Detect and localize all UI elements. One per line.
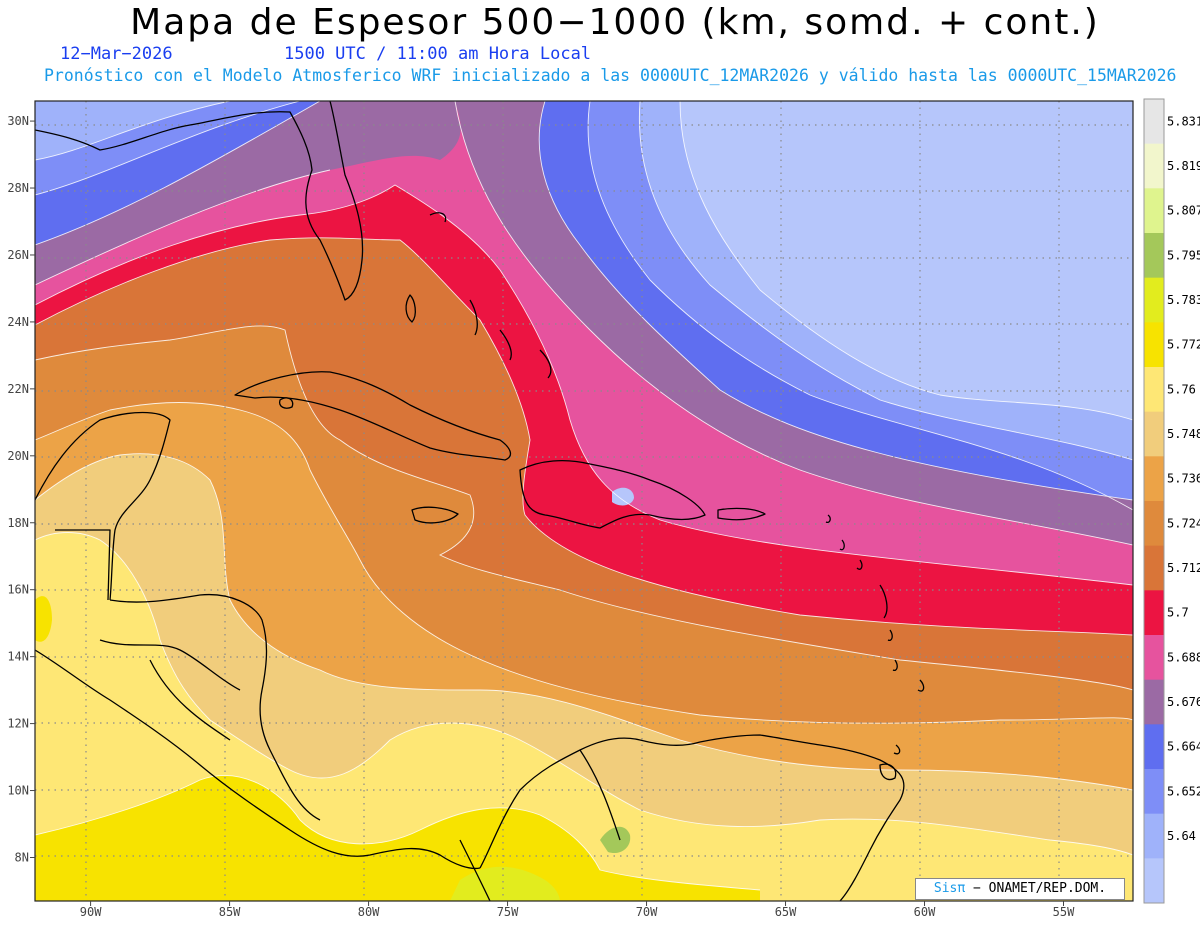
colorbar-label: 5.748 — [1167, 427, 1200, 441]
colorbar-swatch — [1144, 233, 1164, 279]
colorbar-label: 5.7 — [1167, 606, 1189, 620]
coastlines — [35, 101, 925, 901]
coast-lesser-antilles — [825, 514, 925, 755]
map-frame — [34, 100, 1134, 902]
colorbar-label: 5.64 — [1167, 829, 1196, 843]
colorbar-swatch — [1144, 635, 1164, 681]
coast-hispaniola — [519, 460, 706, 529]
colorbar-label: 5.676 — [1167, 695, 1200, 709]
lat-tick-label: 28N — [7, 181, 29, 195]
colorbar-swatch — [1144, 501, 1164, 547]
colorbar-swatch — [1144, 411, 1164, 457]
colorbar-swatch — [1144, 545, 1164, 591]
band-5772 — [35, 775, 760, 901]
colorbar: 5.831 5.819 5.807 5.795 5.783 5.772 5.76 5.748 5… — [1143, 98, 1200, 904]
forecast-date: 12−Mar−2026 — [60, 44, 173, 64]
colorbar-label: 5.652 — [1167, 784, 1200, 798]
colorbar-swatch — [1144, 322, 1164, 368]
colorbar-label: 5.664 — [1167, 740, 1200, 754]
lat-tick-label: 30N — [7, 114, 29, 128]
lat-tick-label: 14N — [7, 650, 29, 664]
colorbar-frame — [1143, 98, 1165, 904]
coast-pacific — [35, 649, 481, 870]
colorbar-label: 5.724 — [1167, 516, 1200, 530]
lat-tick-label: 22N — [7, 382, 29, 396]
forecast-time: 1500 UTC / 11:00 am Hora Local — [284, 44, 592, 64]
coast-bahamas-andros — [405, 294, 416, 323]
island-low-patch — [612, 487, 634, 506]
colorbar-swatch — [1144, 590, 1164, 636]
colorbar-label: 5.807 — [1167, 204, 1200, 218]
coast-yucatan-belize — [35, 411, 171, 601]
colorbar-label: 5.712 — [1167, 561, 1200, 575]
colorbar-swatch — [1144, 769, 1164, 815]
lat-tick-label: 12N — [7, 717, 29, 731]
colorbar-swatch — [1144, 724, 1164, 770]
colorbar-label: 5.736 — [1167, 472, 1200, 486]
lat-tick-label: 16N — [7, 583, 29, 597]
model-info-line: Pronóstico con el Modelo Atmosferico WRF… — [44, 66, 1177, 85]
band-5795-patch — [600, 826, 631, 854]
map-title: Mapa de Espesor 500−1000 (km, somd. + co… — [130, 2, 1100, 43]
coast-bahamas-1 — [429, 212, 552, 379]
colorbar-label: 5.795 — [1167, 248, 1200, 262]
lat-tick-label: 26N — [7, 248, 29, 262]
colorbar-swatch — [1144, 367, 1164, 413]
coast-colombia-venezuela — [479, 734, 905, 901]
colorbar-swatch — [1144, 456, 1164, 502]
coast-us-gulf — [35, 101, 364, 301]
brand-logo: Sisπ — [933, 881, 966, 896]
colorbar-label: 5.819 — [1167, 159, 1200, 173]
colorbar-swatch — [1144, 143, 1164, 189]
colorbar-label: 5.772 — [1167, 338, 1200, 352]
lat-tick-label: 10N — [7, 784, 29, 798]
band-5772-patch-west — [35, 596, 52, 642]
lat-axis: 30N 28N 26N 24N 22N 20N 18N 16N 14N 12N 10N 8N — [7, 114, 35, 864]
map-field — [35, 101, 1133, 901]
coast-trinidad — [879, 763, 897, 781]
border-central-america — [55, 529, 241, 741]
colorbar-label: 5.688 — [1167, 650, 1200, 664]
coast-isla-juventud — [279, 397, 294, 409]
colorbar-swatch — [1144, 188, 1164, 234]
colorbar-label: 5.76 — [1167, 382, 1196, 396]
graticule — [35, 101, 1133, 901]
colorbar-swatch — [1144, 813, 1164, 859]
colorbar-swatch — [1144, 277, 1164, 323]
lat-tick-label: 8N — [15, 850, 29, 864]
colorbar-swatch — [1144, 679, 1164, 725]
coast-jamaica — [411, 506, 459, 524]
lat-tick-label: 24N — [7, 315, 29, 329]
credit-org: − ONAMET/REP.DOM. — [965, 881, 1107, 896]
colorbar-swatch — [1144, 858, 1164, 904]
border-panama-colombia — [459, 749, 621, 901]
coast-cuba — [234, 371, 512, 461]
lat-tick-label: 18N — [7, 516, 29, 530]
band-5760 — [35, 532, 1133, 901]
colorbar-label: 5.783 — [1167, 293, 1200, 307]
colorbar-swatch — [1144, 99, 1164, 145]
coast-puerto-rico — [717, 507, 766, 521]
credit-box: Sisπ − ONAMET/REP.DOM. — [915, 878, 1125, 900]
coast-honduras — [109, 593, 321, 821]
colorbar-label: 5.831 — [1167, 114, 1200, 128]
lat-tick-label: 20N — [7, 449, 29, 463]
